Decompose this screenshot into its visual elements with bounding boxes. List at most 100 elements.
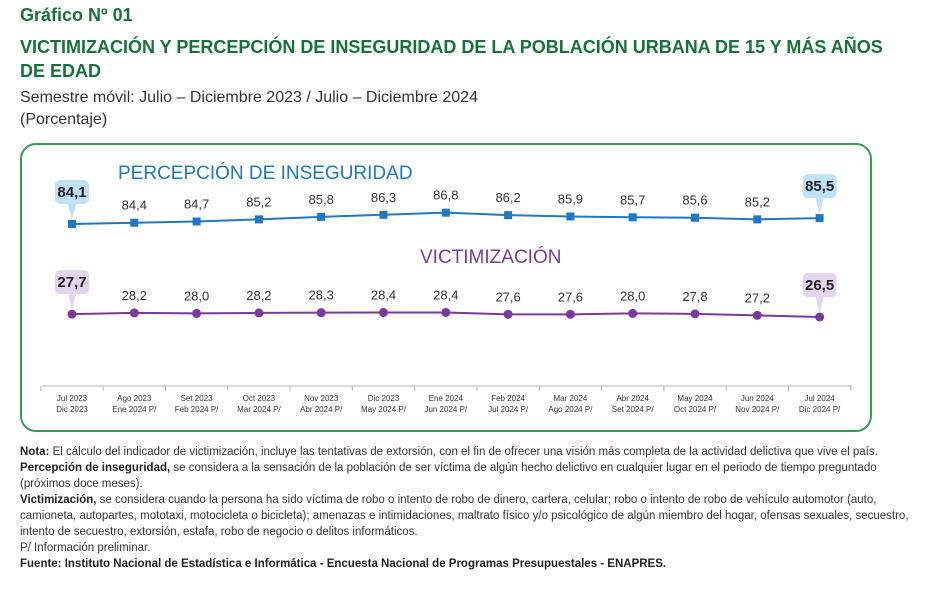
- x-tick-label: Jun 2024 P/: [424, 405, 467, 414]
- x-tick-label: Dic 2023: [368, 394, 400, 403]
- data-point: [316, 308, 326, 318]
- chart-subtitle: Semestre móvil: Julio – Diciembre 2023 /…: [20, 89, 478, 106]
- data-point: [504, 211, 513, 220]
- x-tick-label: Set 2023: [181, 394, 214, 403]
- chart-frame: PERCEPCIÓN DE INSEGURIDAD 84,1 84,4 84,7 85,…: [20, 143, 872, 432]
- data-point: [130, 218, 139, 227]
- data-label: 26,5: [805, 277, 834, 294]
- x-tick-label: May 2024: [677, 394, 713, 403]
- data-point: [192, 217, 201, 226]
- data-label: 28,0: [184, 288, 209, 303]
- x-tick-label: Oct 2024 P/: [674, 405, 717, 414]
- highlight-callout: [802, 273, 837, 297]
- data-label: 85,6: [682, 193, 707, 208]
- data-point: [815, 214, 824, 223]
- data-label: 28,3: [309, 288, 334, 303]
- data-label: 86,3: [371, 190, 396, 205]
- data-point: [566, 212, 575, 221]
- data-label: 28,2: [122, 288, 147, 303]
- data-label: 85,7: [620, 192, 645, 207]
- data-label: 85,2: [246, 194, 271, 209]
- data-label: 85,2: [745, 194, 770, 209]
- data-label: 84,7: [184, 196, 209, 211]
- data-point: [441, 208, 450, 217]
- data-point: [254, 215, 263, 224]
- data-label: 27,6: [495, 289, 520, 304]
- series-title-1: VICTIMIZACIÓN: [420, 246, 561, 268]
- x-tick-label: Set 2024 P/: [612, 405, 655, 414]
- data-point: [628, 213, 637, 222]
- highlight-callout: [802, 174, 837, 199]
- x-tick-label: Ene 2024: [429, 394, 464, 403]
- data-label: 28,2: [246, 288, 271, 303]
- data-label: 28,0: [620, 288, 645, 303]
- highlight-callout: [55, 270, 89, 295]
- data-label: 28,4: [371, 287, 396, 302]
- x-tick-label: May 2024 P/: [361, 405, 407, 414]
- chart-unit: (Porcentaje): [20, 111, 108, 128]
- data-point: [815, 312, 825, 322]
- data-point: [317, 212, 326, 221]
- data-point: [628, 308, 638, 318]
- data-point: [691, 213, 699, 222]
- graph-number: Gráfico Nº 01: [20, 5, 133, 25]
- data-point: [565, 309, 575, 319]
- chart-title: VICTIMIZACIÓN Y PERCEPCIÓN DE INSEGURIDA…: [20, 37, 883, 81]
- x-tick-label: Jul 2023: [57, 394, 88, 403]
- note-preliminary: P/ Información preliminar.: [20, 542, 151, 554]
- x-tick-label: Jun 2024: [741, 394, 774, 403]
- highlight-callout-pointer: [815, 297, 824, 313]
- highlight-callout: [55, 180, 89, 204]
- data-point: [752, 310, 762, 320]
- x-tick-label: Ago 2023: [117, 394, 152, 403]
- x-tick-label: Oct 2023: [243, 394, 276, 403]
- footnotes: Nota: El cálculo del indicador de victim…: [20, 444, 910, 572]
- data-label: 85,9: [558, 191, 583, 206]
- x-tick-label: Feb 2024: [491, 394, 525, 403]
- data-point: [67, 309, 77, 319]
- data-point: [68, 220, 76, 228]
- x-tick-label: Jul 2024: [804, 394, 835, 403]
- highlight-callout-pointer: [815, 198, 824, 215]
- data-label: 86,8: [433, 188, 458, 203]
- note-source: Fuente: Instituto Nacional de Estadístic…: [20, 558, 667, 570]
- data-label: 27,2: [745, 290, 770, 305]
- highlight-callout-pointer: [68, 294, 76, 311]
- x-tick-label: Mar 2024: [554, 394, 588, 403]
- x-tick-label: Nov 2024 P/: [735, 405, 780, 414]
- data-point: [441, 307, 451, 317]
- data-point: [254, 308, 264, 318]
- x-tick-label: Abr 2024: [616, 394, 649, 403]
- series-title-0: PERCEPCIÓN DE INSEGURIDAD: [118, 162, 413, 184]
- x-tick-label: Feb 2024 P/: [175, 405, 219, 414]
- data-label: 86,2: [495, 190, 520, 205]
- data-label: 84,4: [122, 198, 147, 213]
- x-tick-label: Mar 2024 P/: [237, 405, 281, 414]
- x-tick-label: Dic 2024 P/: [799, 405, 841, 414]
- line-chart: PERCEPCIÓN DE INSEGURIDAD 84,1 84,4 84,7 85,…: [40, 162, 852, 414]
- data-label: 84,1: [57, 184, 86, 201]
- note-victimization-definition: Victimización, se considera cuando la pe…: [20, 494, 909, 538]
- highlight-callout-pointer: [68, 204, 76, 220]
- note-general: Nota: El cálculo del indicador de victim…: [20, 446, 878, 458]
- data-label: 28,4: [433, 287, 458, 302]
- note-perception-definition: Percepción de inseguridad, se considera …: [20, 462, 877, 490]
- data-label: 27,7: [57, 274, 86, 291]
- data-point: [503, 309, 513, 319]
- x-tick-label: Jul 2024 P/: [488, 405, 529, 414]
- data-point: [379, 307, 388, 317]
- data-point: [753, 215, 762, 224]
- x-tick-label: Ene 2024 P/: [112, 405, 157, 414]
- x-tick-label: Abr 2024 P/: [300, 405, 343, 414]
- data-label: 27,8: [682, 289, 707, 304]
- data-label: 85,5: [805, 178, 834, 195]
- data-label: 27,6: [558, 289, 583, 304]
- x-tick-label: Dic 2023: [56, 405, 88, 414]
- data-point: [379, 210, 388, 219]
- data-point: [129, 308, 139, 318]
- data-point: [192, 308, 202, 318]
- x-tick-label: Ago 2024 P/: [548, 405, 593, 414]
- x-tick-label: Nov 2023: [304, 394, 339, 403]
- data-point: [690, 309, 700, 319]
- data-label: 85,8: [309, 192, 334, 207]
